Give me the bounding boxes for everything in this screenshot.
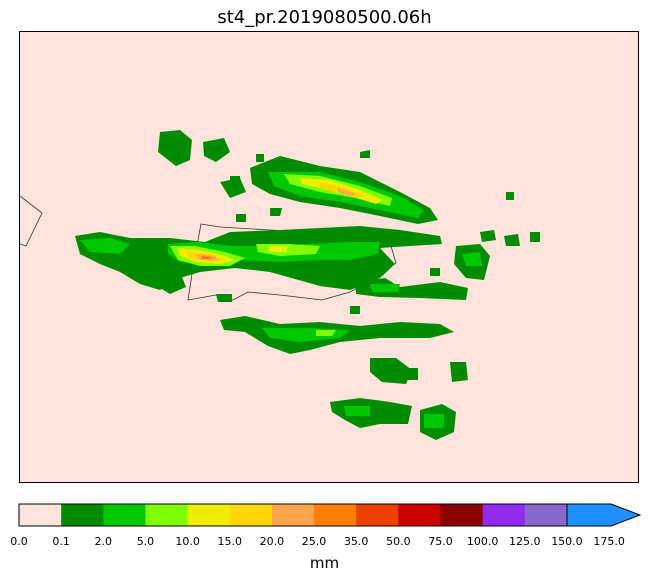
colorbar-swatch <box>19 504 62 526</box>
precip-level-35-50mm <box>202 256 212 259</box>
colorbar-tick-label: 20.0 <box>259 535 285 548</box>
colorbar-tick-label: 150.0 <box>551 535 583 548</box>
colorbar-tick-label: 2.0 <box>94 535 113 548</box>
colorbar-swatch <box>271 504 315 526</box>
precipitation-map <box>19 31 639 483</box>
colorbar-swatch <box>482 504 526 526</box>
colorbar-tick-label: 175.0 <box>593 535 625 548</box>
colorbar-tick-label: 10.0 <box>175 535 200 548</box>
colorbar-swatch <box>524 504 568 526</box>
colorbar-tick-label: 25.0 <box>301 535 327 548</box>
west-boundary-line <box>20 195 43 247</box>
colorbar-swatch <box>398 504 441 526</box>
colorbar-swatch <box>440 504 484 526</box>
colorbar-tick-label: 15.0 <box>217 535 243 548</box>
colorbar-extend-arrow <box>566 503 642 527</box>
colorbar-tick-label: 100.0 <box>466 535 499 548</box>
colorbar-tick-label: 125.0 <box>509 535 541 548</box>
colorbar-swatch <box>229 504 273 526</box>
colorbar-tick-label: 0.1 <box>52 535 70 548</box>
colorbar-tick-label: 35.0 <box>343 535 369 548</box>
colorbar-swatch <box>145 504 189 526</box>
colorbar-swatch <box>187 504 231 526</box>
colorbar-swatch <box>61 504 104 526</box>
colorbar-tick-label: 5.0 <box>136 535 155 548</box>
colorbar <box>18 503 642 527</box>
colorbar-swatch <box>103 504 146 526</box>
colorbar-unit-label: mm <box>309 554 340 572</box>
colorbar-frame <box>18 503 568 527</box>
map-canvas <box>20 130 540 440</box>
colorbar-tick-label: 75.0 <box>428 535 453 548</box>
colorbar-swatch <box>356 504 399 526</box>
map-title: st4_pr.2019080500.06h <box>217 7 432 28</box>
colorbar-tick-label: 50.0 <box>386 535 411 548</box>
colorbar-swatch <box>314 504 357 526</box>
colorbar-tick-label: 0.0 <box>10 535 28 548</box>
